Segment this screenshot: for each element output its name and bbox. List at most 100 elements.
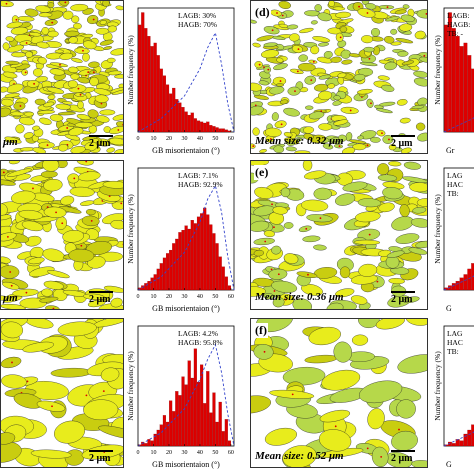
grain (76, 161, 94, 166)
grain (321, 369, 361, 391)
grain (401, 147, 412, 153)
boundary-marker (90, 219, 93, 222)
grain (342, 181, 368, 192)
grain (399, 23, 413, 32)
histogram-bar (165, 421, 170, 447)
grain (408, 247, 427, 255)
histogram-bar (206, 214, 210, 291)
histogram-bar (463, 433, 468, 447)
y-axis-label: Number frequency (%) (126, 194, 135, 264)
boundary-marker (263, 350, 266, 353)
grain (110, 48, 123, 56)
grain-map-svg (251, 161, 427, 309)
grain (252, 127, 260, 136)
histogram-bar (206, 371, 210, 447)
histogram-bar (153, 433, 157, 447)
grain (367, 408, 385, 430)
grain (107, 57, 116, 63)
grain (283, 222, 294, 229)
grain (82, 53, 90, 62)
histogram-bar (153, 42, 157, 133)
grain (24, 235, 42, 247)
grain (6, 168, 32, 177)
grain (1, 374, 27, 389)
grain (2, 281, 20, 290)
grain (335, 193, 356, 206)
grain (378, 101, 396, 107)
histogram-bar (444, 24, 448, 133)
grain (357, 198, 382, 208)
grain (12, 288, 39, 297)
boundary-marker (26, 380, 29, 383)
histogram-bar (159, 424, 163, 447)
scale-bar-label: 2 μm (391, 453, 413, 464)
grain (41, 27, 50, 35)
boundary-marker (370, 102, 372, 105)
annotation-label: TB: (447, 189, 459, 198)
x-tick-label: 60 (228, 294, 234, 300)
grain (384, 36, 395, 44)
x-tick-label: 40 (197, 294, 203, 300)
grain (382, 187, 403, 200)
histogram-bar (455, 281, 460, 291)
grain (3, 295, 23, 303)
histogram-svg: 0 10 20 30 40 50 60 GB misorientaion (°) Number … (126, 325, 235, 469)
histogram-svg: 0 10 20 30 40 50 60 GB misorientaion (°) Number … (126, 7, 235, 155)
grain-map-svg (1, 161, 123, 309)
grain (289, 33, 300, 42)
grain (62, 101, 73, 105)
histogram-bar (190, 112, 194, 133)
grain (388, 278, 405, 285)
boundary-marker (61, 222, 64, 225)
grain (1, 232, 17, 242)
grain (337, 72, 347, 78)
grain (43, 179, 63, 192)
boundary-marker (279, 80, 282, 82)
grain-map-svg (1, 1, 123, 153)
grain (298, 54, 308, 62)
grain (40, 170, 58, 178)
histogram-bar (218, 128, 222, 133)
grain (341, 147, 356, 153)
grain (107, 70, 122, 76)
grain (18, 116, 36, 126)
grain (357, 8, 376, 18)
grain (317, 12, 332, 22)
boundary-marker (386, 6, 389, 9)
grain (416, 9, 427, 19)
boundary-marker (307, 273, 309, 276)
grain (276, 83, 284, 87)
histogram-bar (172, 87, 176, 133)
scale-bar-line (89, 135, 113, 137)
histogram-bar (200, 364, 204, 447)
grain (5, 60, 20, 65)
grain (83, 399, 119, 421)
grain (74, 122, 94, 128)
boundary-marker (319, 217, 322, 220)
histogram-svg: 0 10 20 30 40 50 60 GB misorientaion (°) Number … (126, 167, 235, 313)
grain (332, 6, 346, 11)
grain (114, 149, 123, 153)
histogram-bar (451, 443, 456, 447)
grain (251, 286, 266, 297)
grain (11, 190, 36, 204)
x-axis-label: G (446, 460, 452, 469)
x-tick-label: 20 (166, 136, 172, 142)
grain (68, 127, 84, 137)
grain (403, 296, 420, 304)
grain (318, 90, 333, 101)
grain (409, 182, 427, 193)
grain (60, 195, 75, 206)
grain (395, 38, 414, 44)
grain (318, 74, 332, 80)
grain (36, 400, 66, 412)
grain (82, 40, 97, 50)
grain (280, 187, 291, 198)
grain (99, 109, 116, 116)
grain (112, 114, 123, 121)
grain (412, 206, 427, 214)
grain (312, 36, 331, 43)
histogram-bar (215, 421, 219, 447)
grain (43, 101, 55, 108)
grain (102, 181, 123, 189)
